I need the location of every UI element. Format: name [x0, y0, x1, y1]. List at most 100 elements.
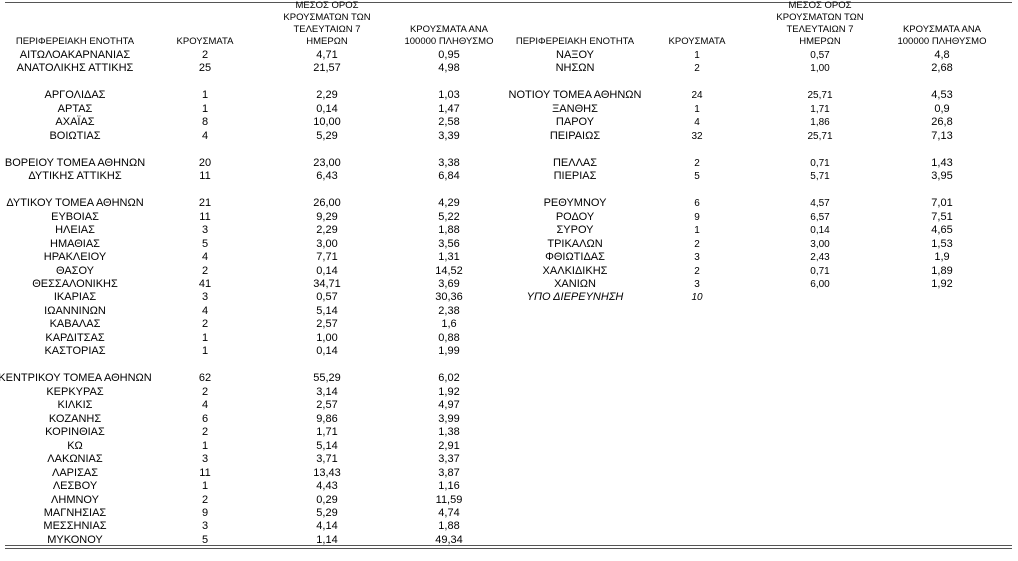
- cell-value: 1,00: [316, 331, 338, 344]
- cell-value: 1,00: [810, 63, 830, 75]
- cell-value: 20: [198, 156, 212, 169]
- cell-value: 2: [201, 318, 209, 331]
- cell-value: 21,57: [313, 62, 341, 75]
- column-header: ΚΡΟΥΣΜΑΤΑ: [176, 36, 234, 47]
- top-rule: [5, 2, 1012, 3]
- cell-value: 34,71: [313, 277, 341, 290]
- cell-value: 6,02: [438, 372, 460, 385]
- cell-value: 6: [201, 412, 209, 425]
- cell-value: 5: [201, 533, 209, 546]
- cell-value: 1: [694, 50, 700, 61]
- region-name: ΛΑΡΙΣΑΣ: [51, 466, 99, 479]
- cell-value: 2: [201, 49, 209, 61]
- region-name: ΗΛΕΙΑΣ: [55, 224, 95, 237]
- cell-value: 4,14: [316, 520, 338, 533]
- cell-value: 5,29: [316, 506, 338, 519]
- cell-value: 0,14: [316, 345, 338, 358]
- cell-value: 1,92: [438, 385, 460, 398]
- cell-value: 3,37: [438, 453, 460, 466]
- cell-value: 3: [694, 252, 700, 264]
- cell-value: 2,91: [438, 439, 460, 452]
- cell-value: 3: [201, 520, 209, 533]
- region-name: ΡΕΘΥΜΝΟΥ: [543, 197, 607, 210]
- region-name: ΑΙΤΩΛΟΑΚΑΡΝΑΝΙΑΣ: [19, 49, 131, 61]
- cell-value: 1,92: [931, 277, 953, 290]
- cell-value: 4,29: [438, 197, 460, 210]
- cell-value: 4,97: [438, 399, 460, 412]
- region-name: ΝΗΣΩΝ: [555, 62, 595, 75]
- region-name: ΔΥΤΙΚΗΣ ΑΤΤΙΚΗΣ: [28, 170, 122, 183]
- region-name: ΑΧΑΪΑΣ: [55, 116, 95, 129]
- region-name: ΗΜΑΘΙΑΣ: [50, 237, 100, 250]
- region-name: ΠΙΕΡΙΑΣ: [553, 170, 597, 183]
- column-header: ΚΡΟΥΣΜΑΤΑ ΑΝΑ 100000 ΠΛΗΘΥΣΜΟ: [897, 24, 987, 47]
- cell-value: 24: [691, 90, 703, 102]
- region-name: ΛΗΜΝΟΥ: [51, 493, 99, 506]
- cell-value: 21: [198, 197, 212, 210]
- cell-value: 1,71: [316, 426, 338, 439]
- cell-value: 1,38: [438, 426, 460, 439]
- cell-value: 55,29: [313, 372, 341, 385]
- cell-value: 3,38: [438, 156, 460, 169]
- cell-value: 5,71: [810, 171, 830, 183]
- cell-value: 2,29: [316, 89, 338, 102]
- cell-value: 2,38: [438, 304, 460, 317]
- cell-value: 3: [201, 224, 209, 237]
- cell-value: 10,00: [313, 116, 341, 129]
- column-header: ΚΡΟΥΣΜΑΤΑ ΑΝΑ 100000 ΠΛΗΘΥΣΜΟ: [404, 24, 494, 47]
- cell-value: 6,57: [810, 211, 830, 223]
- region-name: ΜΑΓΝΗΣΙΑΣ: [43, 506, 107, 519]
- cell-value: 5,29: [316, 129, 338, 142]
- cell-value: 5,22: [438, 210, 460, 223]
- cell-value: 0,14: [316, 102, 338, 115]
- cell-value: 0,57: [810, 50, 830, 61]
- cell-value: 1: [201, 439, 209, 452]
- cell-value: 11: [199, 466, 211, 479]
- cell-value: 5: [201, 237, 209, 250]
- column-header: ΚΡΟΥΣΜΑΤΑ: [668, 36, 726, 47]
- region-name: ΝΑΞΟΥ: [556, 49, 594, 61]
- cell-value: 3,87: [438, 466, 460, 479]
- cell-value: 2: [201, 385, 209, 398]
- cell-value: 1,9: [934, 251, 950, 264]
- region-name: ΚΩ: [67, 439, 83, 452]
- region-name: ΛΑΚΩΝΙΑΣ: [47, 453, 103, 466]
- cell-value: 1,88: [438, 520, 460, 533]
- cell-value: 3,14: [316, 385, 338, 398]
- region-name: ΠΕΙΡΑΙΩΣ: [549, 129, 601, 142]
- region-name: ΚΟΡΙΝΘΙΑΣ: [45, 426, 105, 439]
- region-name: ΚΕΡΚΥΡΑΣ: [46, 385, 104, 398]
- cell-value: 0,95: [438, 49, 460, 61]
- cell-value: 5,14: [316, 304, 338, 317]
- cell-value: 25: [198, 62, 212, 75]
- column-header: ΠΕΡΙΦΕΡΕΙΑΚΗ ΕΝΟΤΗΤΑ: [515, 36, 635, 47]
- cell-value: 13,43: [313, 466, 341, 479]
- region-name: ΠΑΡΟΥ: [555, 116, 595, 129]
- cell-value: 2: [201, 493, 209, 506]
- cell-value: 1,88: [438, 224, 460, 237]
- region-name: ΡΟΔΟΥ: [555, 210, 595, 223]
- cell-value: 7,71: [316, 251, 338, 264]
- cell-value: 4: [201, 399, 209, 412]
- cell-value: 26,00: [313, 197, 341, 210]
- region-name: ΝΟΤΙΟΥ ΤΟΜΕΑ ΑΘΗΝΩΝ: [508, 89, 642, 102]
- cell-value: 1,6: [441, 318, 457, 331]
- cell-value: 2,29: [316, 224, 338, 237]
- column-header: ΠΕΡΙΦΕΡΕΙΑΚΗ ΕΝΟΤΗΤΑ: [15, 36, 135, 47]
- cell-value: 4,65: [931, 224, 953, 237]
- cell-value: 3,69: [438, 277, 460, 290]
- region-name: ΑΡΓΟΛΙΔΑΣ: [44, 89, 106, 102]
- cell-value: 2,57: [316, 318, 338, 331]
- cell-value: 2,58: [438, 116, 460, 129]
- cell-value: 0,71: [810, 265, 830, 277]
- region-name: ΗΡΑΚΛΕΙΟΥ: [43, 251, 107, 264]
- region-name: ΘΑΣΟΥ: [55, 264, 95, 277]
- cell-value: 3: [201, 453, 209, 466]
- region-name: ΥΠΟ ΔΙΕΡΕΥΝΗΣΗ: [526, 291, 624, 304]
- cell-value: 3,00: [316, 237, 338, 250]
- cell-value: 3: [694, 278, 700, 290]
- region-name: ΚΙΛΚΙΣ: [57, 399, 93, 412]
- cell-value: 1,03: [438, 89, 460, 102]
- bottom-rule: [5, 545, 1012, 546]
